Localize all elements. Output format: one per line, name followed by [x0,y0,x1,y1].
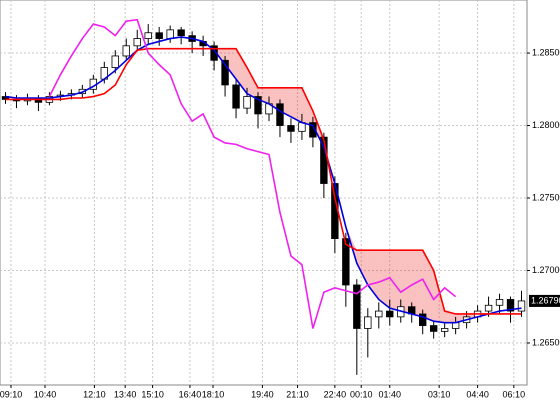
candle-body [364,316,372,329]
line-series [5,36,522,324]
candle-body [243,96,251,109]
x-tick-label: 16:40 [179,389,202,399]
x-tick-label: 18:10 [202,389,225,399]
candle-body [287,125,295,132]
y-tick-label: 1.26500 [532,337,560,347]
x-tick-label: 03:10 [428,389,451,399]
last-price-box [529,294,560,307]
cloud [389,250,401,312]
x-tick-label: 21:10 [286,389,309,399]
cloud [290,87,302,123]
candle-body [221,59,229,86]
x-tick-label: 12:10 [83,389,106,399]
x-tick-label: 00:10 [350,389,373,399]
cloud [356,250,368,285]
candle-body [451,322,460,329]
candle-body [166,29,174,39]
cloud [367,250,379,300]
x-tick-label: 01:40 [378,389,401,399]
cloud [301,87,313,126]
line-series [48,18,457,329]
plot-area [0,0,528,386]
candle-body [429,325,438,332]
x-tick-label: 19:40 [251,389,274,399]
cloud [247,67,259,100]
x-tick-label: 22:40 [324,389,347,399]
candle-body [484,304,493,312]
candle-body [419,313,427,326]
candle-body [210,45,218,61]
candle-body [144,32,152,39]
line-series [5,47,522,315]
candle-body [111,55,119,68]
candle-body [133,38,141,47]
candle-body [495,299,504,306]
candle-body [375,310,383,318]
candle-body [353,284,361,329]
cloud [225,48,237,80]
last-price-label: 1.26790 [531,295,560,305]
candle-body [309,122,317,138]
candle-body [440,328,449,332]
cloud [411,250,423,317]
x-tick-label: 15:10 [141,389,164,399]
candle-body [254,96,262,115]
candle-body [122,45,130,57]
cloud [455,313,467,323]
candle-body [232,84,240,109]
y-tick-label: 1.27500 [532,192,560,202]
candle-body [1,96,10,100]
candle-body [386,310,394,318]
candle-body [342,238,350,286]
x-tick-label: 04:40 [466,389,489,399]
x-tick-label: 10:40 [34,389,57,399]
x-tick-label: 06:10 [503,389,526,399]
y-tick-label: 1.28000 [532,120,560,130]
cloud [400,250,412,314]
candle-body [276,103,284,126]
cloud [422,250,434,322]
candle-body [517,300,526,312]
candle-body [155,32,163,39]
x-tick-label: 09:10 [0,389,22,399]
x-tick-label: 13:40 [114,389,137,399]
candle-body [506,299,515,312]
y-tick-label: 1.27000 [532,265,560,275]
candle-body [177,29,185,37]
